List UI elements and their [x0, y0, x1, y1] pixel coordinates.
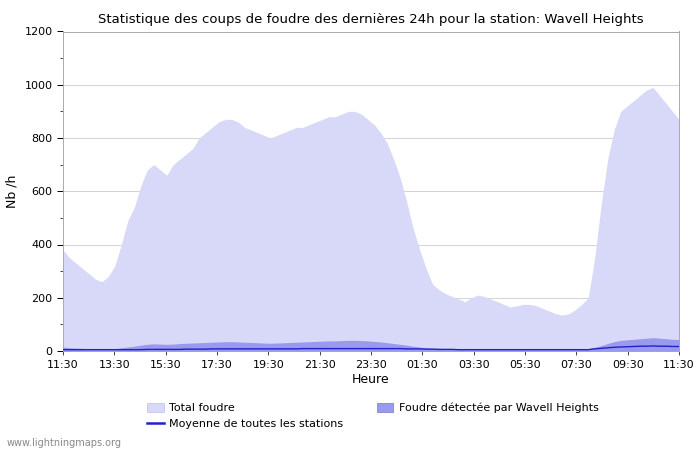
- X-axis label: Heure: Heure: [352, 373, 390, 386]
- Y-axis label: Nb /h: Nb /h: [6, 175, 19, 208]
- Legend: Total foudre, Moyenne de toutes les stations, Foudre détectée par Wavell Heights: Total foudre, Moyenne de toutes les stat…: [143, 398, 603, 433]
- Text: www.lightningmaps.org: www.lightningmaps.org: [7, 438, 122, 448]
- Title: Statistique des coups de foudre des dernières 24h pour la station: Wavell Height: Statistique des coups de foudre des dern…: [98, 13, 644, 26]
